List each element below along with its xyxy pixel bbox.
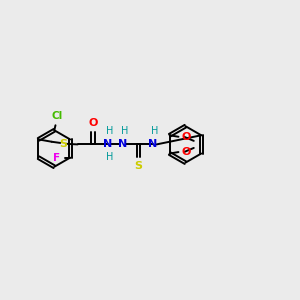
Text: S: S (134, 161, 142, 171)
Text: H: H (152, 127, 159, 136)
Text: N: N (103, 140, 112, 149)
Text: H: H (106, 152, 113, 162)
Text: O: O (182, 147, 191, 157)
Text: O: O (88, 118, 98, 128)
Text: H: H (122, 127, 129, 136)
Text: N: N (118, 140, 127, 149)
Text: N: N (148, 140, 158, 149)
Text: S: S (59, 139, 67, 148)
Text: F: F (53, 153, 60, 163)
Text: Cl: Cl (51, 111, 62, 121)
Text: H: H (106, 127, 113, 136)
Text: O: O (182, 132, 191, 142)
